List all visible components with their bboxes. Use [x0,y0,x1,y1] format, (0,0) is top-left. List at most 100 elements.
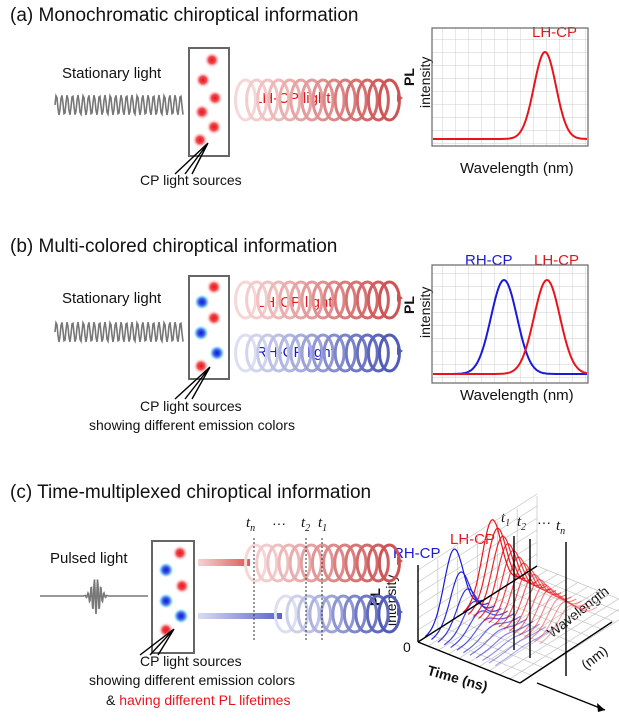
panel-b-sources-line1: CP light sources [140,398,242,414]
helix-coil [244,543,268,583]
panel-b-light-label: Stationary light [62,290,162,307]
panel-b-emitters [193,279,225,374]
panel-b-pointer-lines [174,366,211,400]
helix-coil [333,543,357,583]
decay-slice [529,597,587,640]
helix-coil [273,594,298,634]
helix-coil [344,543,368,583]
decay-slice [488,556,547,624]
decay-slice [518,588,577,636]
helix-coil [366,78,390,122]
helix-coil [333,333,357,373]
plot3d-peaks [424,519,598,667]
helix-coil [333,78,357,122]
helix-coil [365,594,390,634]
helix-coil [355,543,379,583]
decay-slice [431,571,489,640]
helix-coil [300,280,324,320]
helix-coil [288,543,312,583]
panel-b-rh-helix [234,333,403,373]
panel-b-title: (b) Multi-colored chiroptical informatio… [10,236,338,257]
panel-a-lh-curve [433,50,587,140]
helix-coil [245,280,269,320]
helix-coil [354,594,379,634]
blue-emitter-icon [193,325,209,341]
helix-coil [308,594,333,634]
helix-coil [234,333,258,373]
time-mark-dots: ··· [272,515,286,531]
decay-slice [483,549,541,622]
helix-coil [319,594,344,634]
helix-coil [366,333,390,373]
helix-coil [344,78,368,122]
blue-emitter-icon [158,593,174,609]
red-emitter-icon [195,72,211,88]
time-mark-t1: t1 [318,515,328,534]
helix-coil [322,543,346,583]
decay-slice [469,618,528,656]
decay-slice [463,615,521,654]
panel-a-light-wave [54,93,184,117]
panel-c-time-lines [253,538,323,640]
decay-slice [475,620,534,659]
panel-c-light-label: Pulsed light [50,550,128,567]
red-emitter-icon [192,132,208,148]
helix-coil [256,78,280,122]
helix-coil [255,543,279,583]
plot3d-zero: 0 [403,639,411,655]
panel-c-sources-highlight: having different PL lifetimes [119,692,291,708]
helix-coil [322,280,346,320]
helix-coil [366,280,390,320]
decay-slice [494,628,553,667]
panel-b-lh-curve [433,278,588,375]
decay-slice [493,562,552,626]
red-emitter-icon [206,279,222,295]
helix-coil [245,78,269,122]
helix-coil [299,543,323,583]
panel-b-helix-rh-label: RH-CP light [256,344,335,361]
helix-coil [366,543,390,583]
helix-coil [344,333,368,373]
helix-coil [267,280,291,320]
panel-a-sources-label: CP light sources [140,172,242,188]
helix-coil [256,333,280,373]
decay-slice [524,592,582,638]
helix-coil [289,78,313,122]
red-emitter-icon [206,310,222,326]
panel-c-sources-prefix: & [106,692,120,708]
red-emitter-icon [174,578,190,594]
helix-coil [234,78,258,122]
helix-coil [311,280,335,320]
helix-coil [311,78,335,122]
helix-coil [277,543,301,583]
plot3d-tn: tn [556,518,566,537]
helix-coil [322,333,346,373]
panel-b-xlabel: Wavelength (nm) [460,387,574,404]
panel-a-light-label: Stationary light [62,65,162,82]
plot3d-lh-label: LH-CP [450,531,496,548]
red-emitter-icon [172,545,188,561]
blue-emitter-icon [209,345,225,361]
helix-arrow [397,347,403,355]
panel-a-plot-frame [431,27,589,147]
time-mark-t2: t2 [301,515,311,534]
decay-slice [488,626,547,664]
helix-coil [300,333,324,373]
plot3d-wl-arrow-head [597,703,605,712]
helix-coil [342,594,367,634]
helix-coil [278,78,302,122]
panel-c-red-helix [244,543,403,583]
red-emitter-icon [206,119,222,135]
panel-c-pulse-wave [83,579,109,615]
helix-coil [245,333,269,373]
panel-b-light-wave [54,320,184,344]
plot3d-axes [417,536,613,684]
helix-coil [289,280,313,320]
helix-arrow [397,94,403,102]
panel-c-blue-helix [273,594,403,634]
plot3d-rh-label: RH-CP [393,545,441,562]
panel-a-title: (a) Monochromatic chiroptical informatio… [10,5,359,26]
panel-a-xlabel: Wavelength (nm) [460,160,574,177]
panel-b-plot-frame [431,264,589,384]
